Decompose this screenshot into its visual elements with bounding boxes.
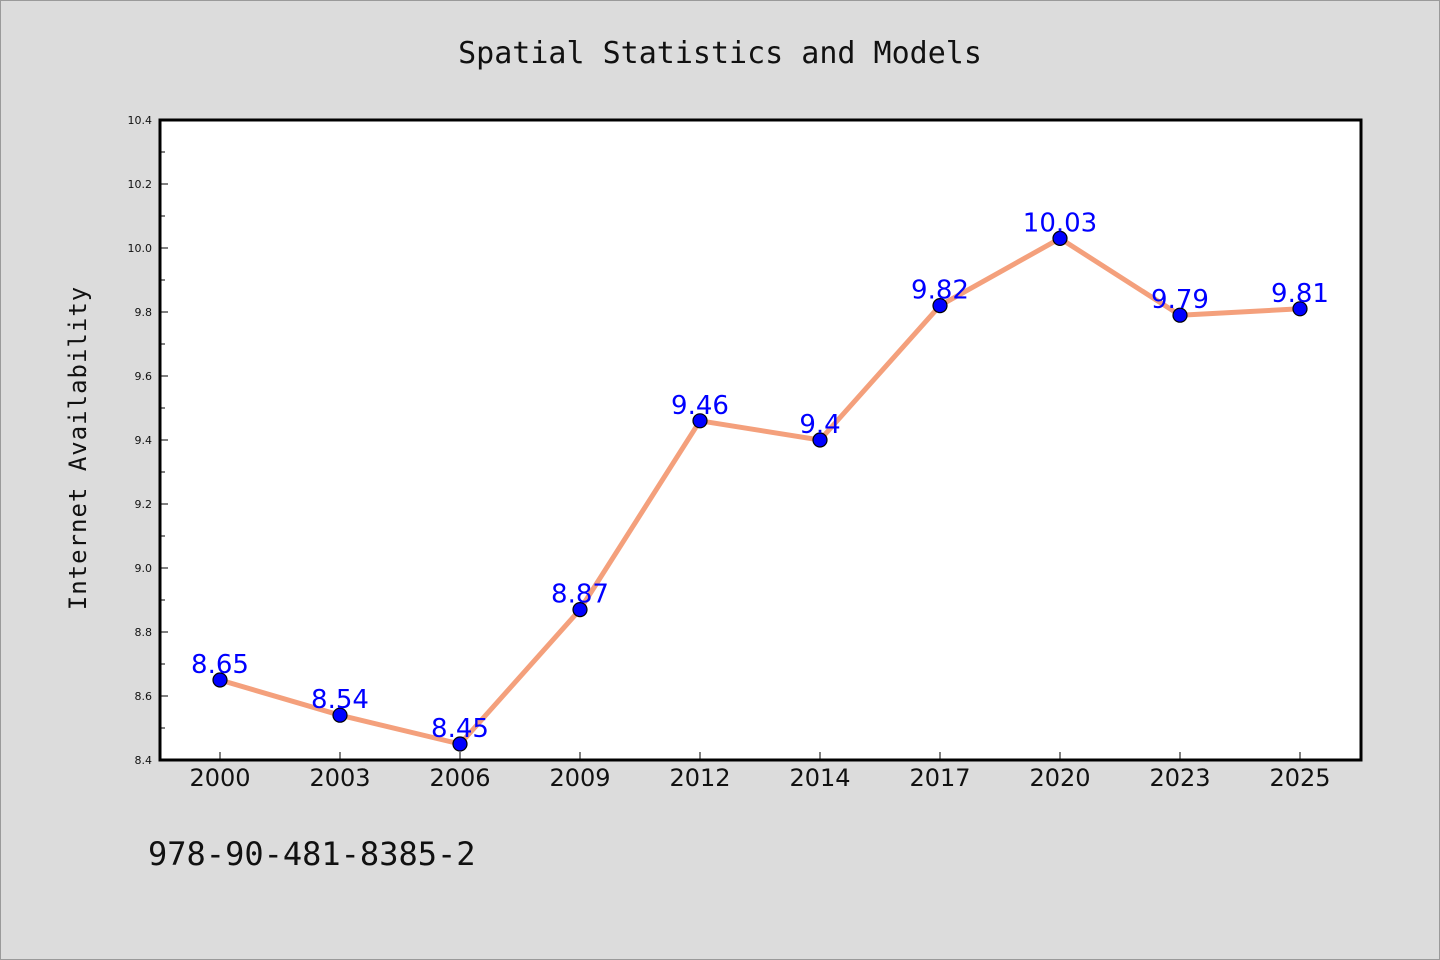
x-tick-label: 2006 <box>429 764 490 792</box>
x-tick-label: 2009 <box>549 764 610 792</box>
data-point <box>332 707 348 723</box>
x-tick-label: 2017 <box>909 764 970 792</box>
y-axis-label: Internet Availability <box>64 286 92 610</box>
data-labels: 8.65 8.54 8.45 8.87 9.46 9.4 9.82 10.03 9.79 9.81 <box>191 208 1329 744</box>
y-tick-label: 8.4 <box>135 754 153 767</box>
chart-title: Spatial Statistics and Models <box>458 36 982 71</box>
y-tick-label: 10.4 <box>128 114 153 127</box>
data-point <box>812 432 828 448</box>
data-point <box>1292 301 1308 317</box>
data-point <box>932 298 948 314</box>
data-label: 9.82 <box>911 276 969 306</box>
data-point <box>692 413 708 429</box>
y-tick-label: 9.0 <box>135 562 153 575</box>
x-tick-label: 2020 <box>1029 764 1090 792</box>
data-label: 9.81 <box>1271 279 1329 309</box>
x-tick-label: 2003 <box>309 764 370 792</box>
y-tick-label: 9.6 <box>135 370 153 383</box>
y-axis: 8.4 8.6 8.8 9.0 9.2 9.4 9.6 9.8 10.0 10.2 10.4 <box>128 114 168 767</box>
x-axis: 2000 2003 2006 2009 2012 2014 2017 2020 2023 2025 <box>189 752 1331 792</box>
data-point <box>572 601 588 618</box>
data-label: 9.46 <box>671 391 729 421</box>
y-tick-label: 8.8 <box>135 626 153 639</box>
y-tick-label: 10.2 <box>128 178 153 191</box>
y-tick-label: 10.0 <box>128 242 153 255</box>
x-tick-label: 2000 <box>189 764 250 792</box>
data-label: 10.03 <box>1023 208 1097 238</box>
y-tick-label: 9.2 <box>135 498 153 511</box>
x-tick-label: 2012 <box>669 764 730 792</box>
data-points <box>212 230 1308 752</box>
isbn-footer: 978-90-481-8385-2 <box>148 835 476 873</box>
data-point <box>1052 230 1068 246</box>
data-label: 8.54 <box>311 685 369 715</box>
data-point <box>452 736 468 752</box>
x-tick-label: 2025 <box>1269 764 1330 792</box>
data-label: 8.65 <box>191 650 249 680</box>
data-label: 9.79 <box>1151 285 1209 315</box>
data-label: 9.4 <box>799 410 840 440</box>
data-label: 8.87 <box>551 580 609 610</box>
y-tick-label: 8.6 <box>135 690 153 703</box>
data-point <box>1172 307 1188 323</box>
data-label: 8.45 <box>431 714 489 744</box>
x-tick-label: 2014 <box>789 764 850 792</box>
y-tick-label: 9.4 <box>135 434 153 447</box>
y-tick-label: 9.8 <box>135 306 153 319</box>
data-point <box>212 672 228 688</box>
plot-area <box>158 118 1363 762</box>
x-tick-label: 2023 <box>1149 764 1210 792</box>
series-line <box>219 235 1301 747</box>
